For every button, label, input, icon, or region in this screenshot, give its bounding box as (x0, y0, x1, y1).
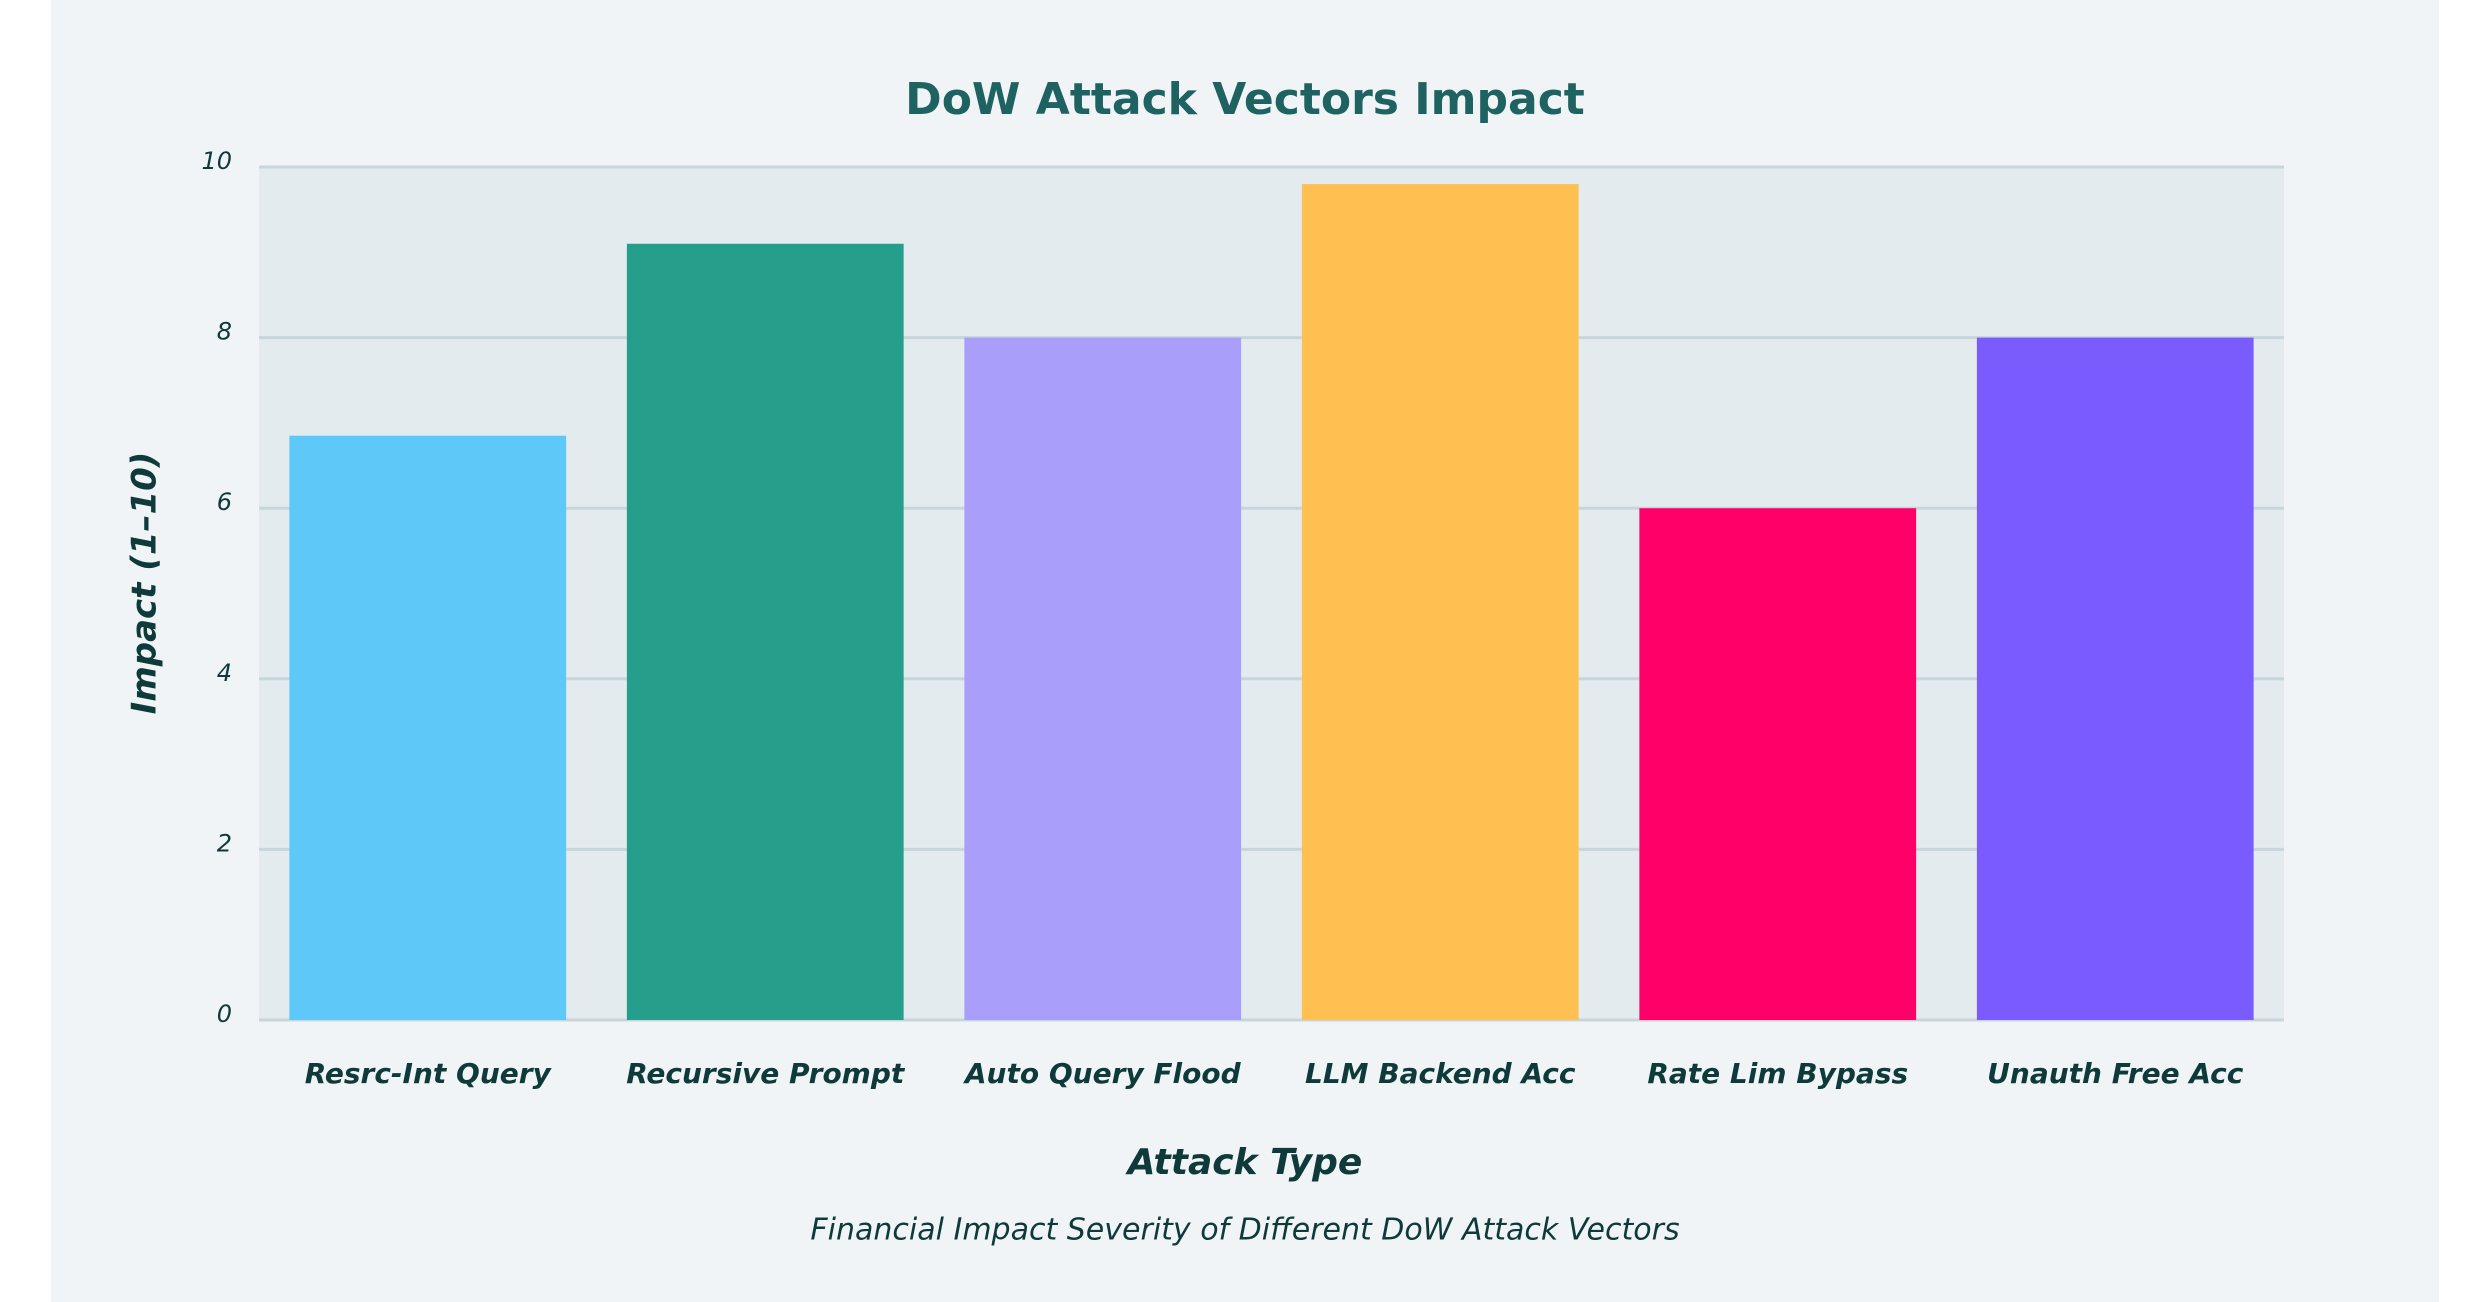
y-axis-title: Impact (1–10) (125, 452, 165, 715)
bar (1976, 337, 2254, 1021)
x-tick-label: Auto Query Flood (963, 1057, 1242, 1090)
bar (289, 435, 567, 1020)
y-tick-label: 10 (201, 147, 232, 175)
plot-area (259, 167, 2284, 1020)
bar (1301, 184, 1579, 1020)
y-tick-label: 8 (217, 318, 232, 346)
x-tick-label: Resrc-Int Query (305, 1057, 553, 1090)
subtitle: Financial Impact Severity of Different D… (810, 1213, 1679, 1248)
x-tick-label: Recursive Prompt (626, 1057, 906, 1090)
chart-title: DoW Attack Vectors Impact (905, 74, 1585, 125)
x-tick-label: Rate Lim Bypass (1647, 1057, 1908, 1090)
bar (964, 337, 1242, 1021)
y-tick-label: 2 (217, 829, 232, 857)
y-tick-label: 6 (217, 488, 232, 516)
x-axis-title: Attack Type (1125, 1142, 1363, 1183)
y-tick-label: 4 (217, 659, 232, 687)
y-tick-label: 0 (217, 1000, 232, 1028)
x-tick-label: LLM Backend Acc (1305, 1057, 1576, 1090)
x-tick-label: Unauth Free Acc (1987, 1057, 2244, 1090)
bar (626, 243, 904, 1020)
bar (1639, 508, 1917, 1020)
